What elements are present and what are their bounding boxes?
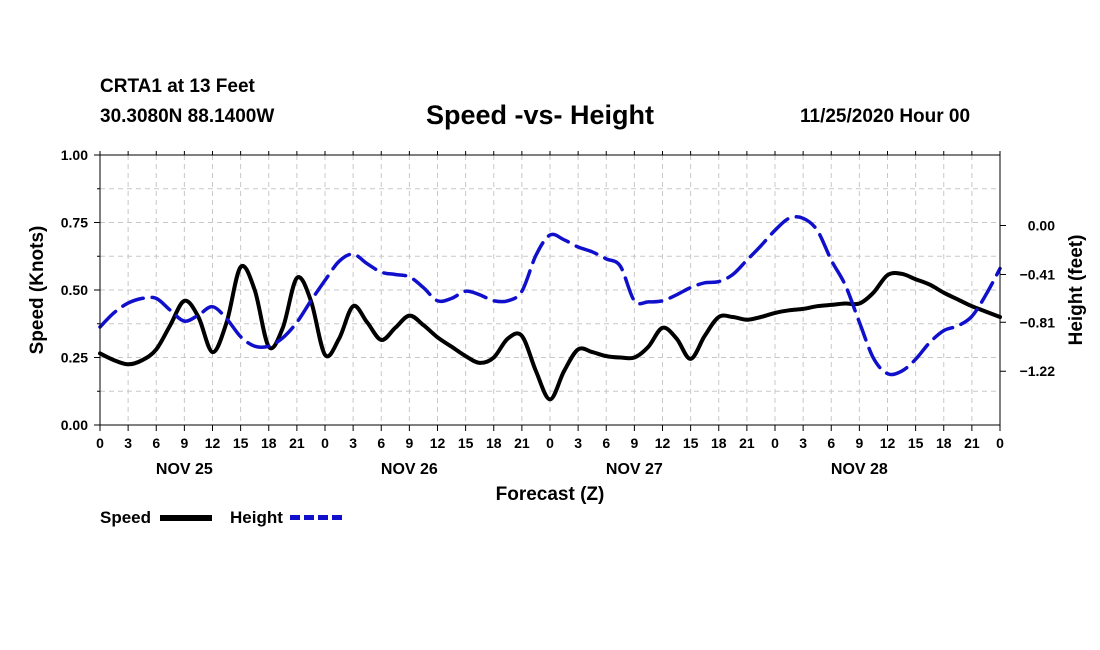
station-label: CRTA1 at 13 Feet (100, 76, 255, 97)
x-tick-label: 6 (152, 435, 160, 451)
x-tick-label: 18 (936, 435, 952, 451)
legend-speed-swatch (160, 515, 212, 521)
x-tick-label: 0 (96, 435, 104, 451)
x-tick-label: 18 (261, 435, 277, 451)
x-tick-label: 0 (321, 435, 329, 451)
day-label: NOV 26 (381, 461, 438, 478)
series (98, 215, 1002, 402)
x-tick-label: 0 (771, 435, 779, 451)
y-tick-label-left: 0.75 (61, 215, 88, 231)
x-tick-label: 21 (289, 435, 305, 451)
y-axis-title-left: Speed (Knots) (27, 226, 48, 355)
x-tick-label: 9 (630, 435, 638, 451)
legend-speed-label: Speed (100, 508, 152, 527)
day-label: NOV 25 (156, 461, 213, 478)
x-tick-label: 3 (574, 435, 582, 451)
y-tick-label-right: −1.22 (1020, 363, 1056, 379)
day-label: NOV 27 (606, 461, 663, 478)
y-tick-label-left: 0.50 (61, 282, 88, 298)
y-tick-label-right: −0.81 (1020, 314, 1056, 330)
x-tick-label: 9 (180, 435, 188, 451)
x-tick-label: 12 (880, 435, 896, 451)
height-series-line (98, 215, 1002, 377)
x-tick-label: 9 (405, 435, 413, 451)
x-tick-label: 21 (739, 435, 755, 451)
chart-title: Speed -vs- Height (426, 100, 655, 130)
y-tick-label-left: 0.25 (61, 350, 88, 366)
run-time-label: 11/25/2020 Hour 00 (800, 106, 971, 127)
x-tick-label: 3 (799, 435, 807, 451)
x-tick-label: 12 (655, 435, 671, 451)
legend-height-label: Height (230, 508, 283, 527)
x-tick-label: 9 (855, 435, 863, 451)
y-tick-label-right: −0.41 (1020, 266, 1056, 282)
legend-height-swatch (290, 515, 342, 520)
x-tick-label: 15 (233, 435, 249, 451)
y-tick-label-left: 1.00 (61, 147, 88, 163)
x-tick-label: 6 (602, 435, 610, 451)
x-axis-title: Forecast (Z) (496, 484, 605, 505)
x-tick-label: 12 (430, 435, 446, 451)
day-label: NOV 28 (831, 461, 888, 478)
y-tick-label-left: 0.00 (61, 417, 88, 433)
x-tick-label: 3 (124, 435, 132, 451)
x-tick-label: 0 (996, 435, 1004, 451)
axes: 0 3 6 9 12 15 18 21 0 3 6 9 12 15 18 21 0 3 6 9 12 15 18 21 0 3 6 9… (61, 147, 1055, 478)
speed-series-line (98, 263, 1002, 402)
x-tick-label: 18 (486, 435, 502, 451)
y-axis-title-right: Height (feet) (1066, 235, 1087, 346)
coordinates-label: 30.3080N 88.1400W (100, 106, 275, 127)
y-tick-label-right: 0.00 (1028, 217, 1055, 233)
x-tick-label: 6 (827, 435, 835, 451)
x-tick-label: 15 (458, 435, 474, 451)
x-tick-label: 6 (377, 435, 385, 451)
x-tick-label: 21 (514, 435, 530, 451)
x-tick-label: 18 (711, 435, 727, 451)
x-tick-label: 0 (546, 435, 554, 451)
grid (100, 155, 1000, 425)
x-tick-label: 3 (349, 435, 357, 451)
x-tick-label: 15 (683, 435, 699, 451)
x-tick-label: 21 (964, 435, 980, 451)
x-tick-label: 15 (908, 435, 924, 451)
x-tick-label: 12 (205, 435, 221, 451)
